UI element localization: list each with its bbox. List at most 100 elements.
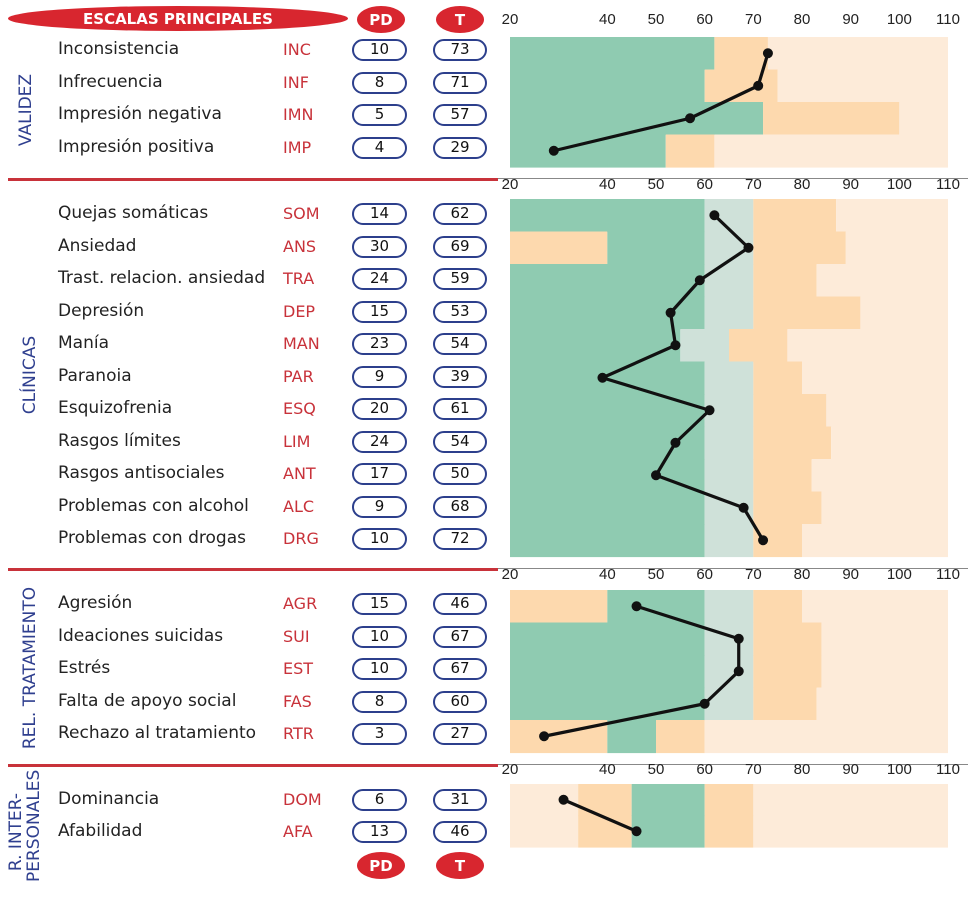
scale-abbr: LIM [283,431,311,451]
pd-score-box: 5 [352,104,407,126]
range-band [631,815,705,848]
x-tick-label: 60 [696,761,713,778]
x-tick-label: 60 [696,566,713,583]
profile-point [733,633,744,644]
x-tick-label: 70 [745,176,762,193]
range-band [704,784,754,817]
range-band [845,231,948,265]
scale-name: Inconsistencia [58,39,180,59]
range-band [753,426,832,460]
scale-name: Agresión [58,593,133,613]
profile-point [709,210,720,221]
scales-title-badge: ESCALAS PRINCIPALES [8,6,348,31]
range-band [753,590,802,624]
axis-separator [498,568,968,569]
pd-score-box: 14 [352,203,407,225]
t-score-box: 62 [433,203,487,225]
section-separator [8,568,498,571]
profile-point [631,826,642,837]
scale-name: Esquizofrenia [58,398,173,418]
pd-score-box: 24 [352,430,407,453]
pd-score-box: 9 [352,365,407,388]
t-score-box: 46 [433,820,487,843]
range-band [510,655,705,689]
range-band [753,264,817,298]
t-score-box: 67 [433,658,487,680]
range-band [753,687,817,721]
x-tick-label: 90 [842,566,859,583]
range-band [767,37,948,71]
pd-score-box: 15 [352,300,407,323]
range-band [704,264,754,298]
scale-abbr: TRA [283,269,315,288]
profile-point [651,470,661,481]
scale-abbr: SOM [283,204,320,223]
range-band [821,622,948,656]
scale-name: Depresión [58,300,145,321]
scale-name: Impresión negativa [58,104,222,124]
x-tick-label: 70 [745,11,762,28]
range-band [510,231,608,265]
x-tick-label: 60 [696,11,713,28]
t-footer-badge: T [436,852,484,879]
x-tick-label: 70 [745,761,762,778]
range-band [729,329,788,363]
pd-score-box: 4 [352,136,407,159]
x-tick-label: 100 [887,566,912,583]
t-score-box: 68 [433,495,487,518]
scale-name: Impresión positiva [58,136,215,157]
range-band [714,37,768,71]
x-tick-label: 40 [599,176,616,193]
scale-name: Afabilidad [58,820,143,841]
range-band [816,687,948,721]
scale-name: Dominancia [58,789,160,809]
x-tick-label: 20 [502,566,519,583]
profile-point [670,437,681,448]
scale-name: Infrecuencia [58,71,163,92]
range-band [753,231,846,265]
axis-separator [498,178,968,179]
scale-abbr: INC [283,40,311,59]
range-band [510,524,705,558]
profile-line [562,798,638,833]
range-band [704,69,778,103]
t-score-box: 54 [433,333,487,355]
x-tick-label: 110 [936,566,960,583]
range-band [704,524,754,558]
pd-score-box: 23 [352,333,407,355]
range-band [510,815,579,848]
x-tick-label: 80 [794,11,811,28]
profile-point [548,145,559,156]
profile-point [738,502,749,513]
range-band [607,590,705,624]
range-band [704,815,754,848]
x-tick-label: 90 [842,11,859,28]
range-band [763,102,900,136]
range-band [578,784,632,817]
range-band [704,590,754,624]
range-band [802,524,948,558]
t-score-box: 72 [433,528,487,550]
scale-name: Estrés [58,658,111,678]
range-band [510,459,705,493]
x-tick-label: 40 [599,566,616,583]
range-band [753,459,812,493]
pd-score-box: 6 [352,789,407,811]
range-band [802,590,948,624]
x-tick-label: 110 [936,176,960,193]
scale-name: Ideaciones suicidas [58,625,224,646]
profile-point [758,535,769,546]
t-header-badge: T [436,6,484,33]
scale-name: Problemas con drogas [58,528,246,548]
range-band [607,720,656,754]
scale-abbr: DOM [283,790,322,809]
scale-abbr: MAN [283,334,320,353]
x-tick-label: 80 [794,566,811,583]
range-band [510,37,715,71]
t-score-box: 39 [433,365,487,388]
range-band [753,199,837,233]
pd-score-box: 9 [352,495,407,518]
pd-score-box: 8 [352,71,407,94]
scale-name: Quejas somáticas [58,203,209,223]
